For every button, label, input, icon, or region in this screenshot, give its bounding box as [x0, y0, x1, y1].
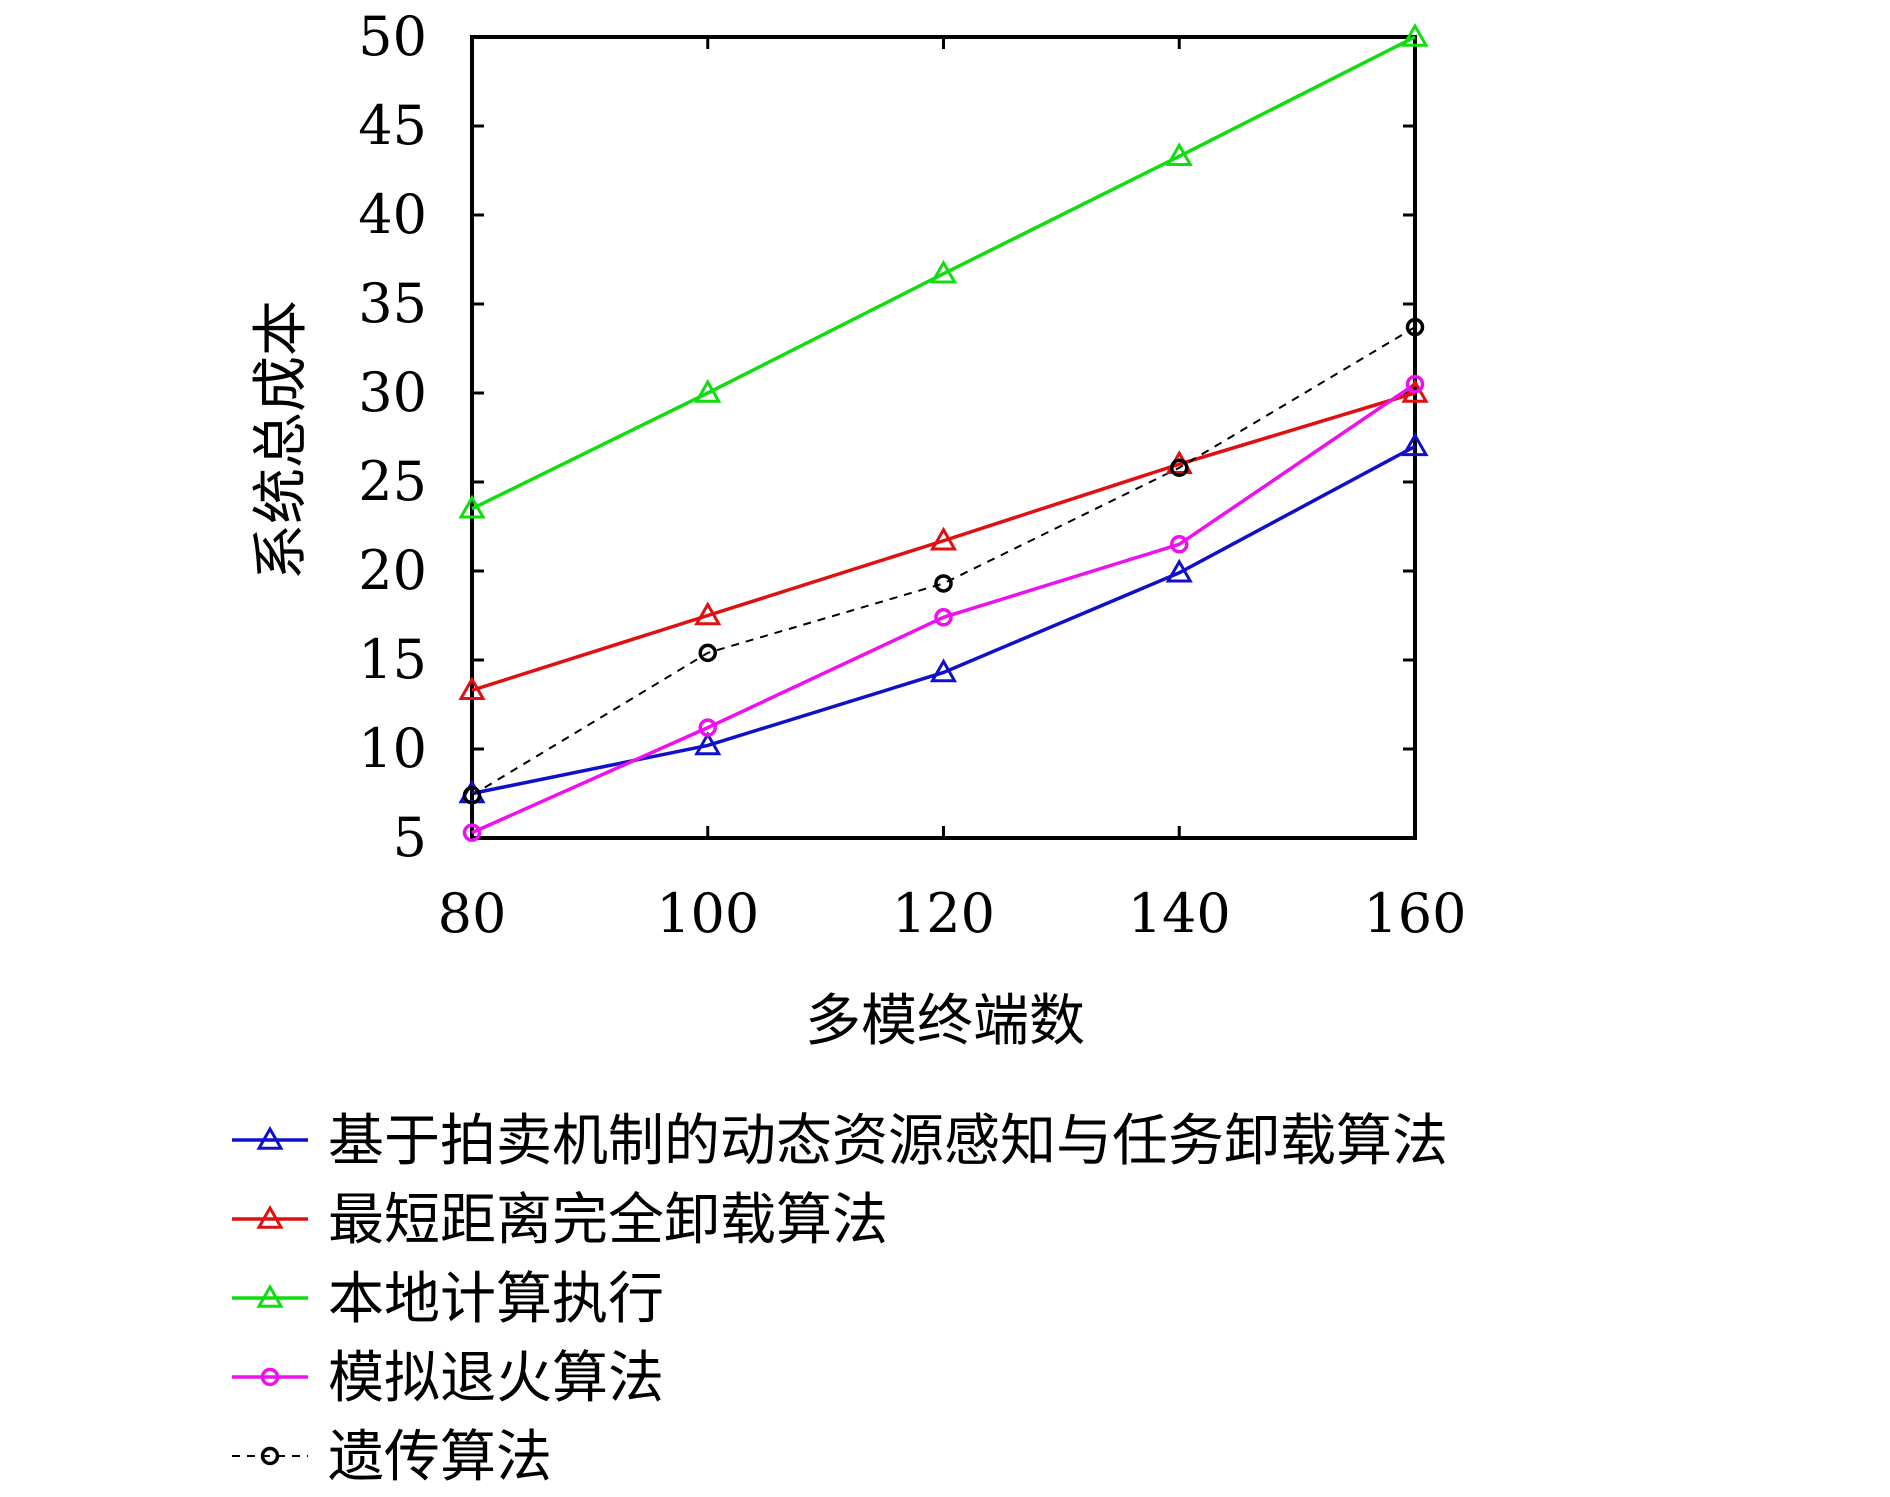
- legend-marker-3: [256, 1283, 284, 1308]
- x-tick-label: 80: [438, 882, 507, 945]
- y-tick-label: 40: [358, 183, 427, 246]
- x-tick-label: 100: [656, 882, 759, 945]
- y-tick-label: 50: [358, 5, 427, 68]
- series-4-point: [698, 718, 717, 737]
- y-tick-label: 20: [358, 539, 427, 602]
- series-5-point: [934, 574, 953, 593]
- series-5-point: [1170, 458, 1189, 478]
- x-tick-label: 140: [1128, 882, 1231, 945]
- series-2-point: [458, 676, 486, 701]
- legend-label-2: 最短距离完全卸载算法: [328, 1188, 888, 1253]
- series-3-point: [929, 259, 958, 284]
- series-1-point: [1401, 432, 1429, 457]
- legend-label-5: 遗传算法: [328, 1425, 552, 1490]
- legend-marker-2: [256, 1204, 284, 1229]
- series-5-point: [462, 786, 482, 805]
- series-5-point: [1405, 317, 1425, 337]
- series-1-point: [929, 658, 958, 683]
- y-tick-label: 10: [358, 717, 427, 780]
- series-3-point: [458, 494, 486, 519]
- legend-marker-5: [260, 1446, 280, 1466]
- series-4-point: [462, 823, 482, 842]
- y-tick-label: 25: [358, 450, 427, 513]
- legend-marker-1: [256, 1125, 284, 1150]
- series-3-point: [694, 378, 722, 403]
- series-2-point: [929, 526, 958, 551]
- series-3-point: [1165, 142, 1193, 167]
- y-tick-label: 5: [393, 806, 427, 869]
- series-2-point: [1401, 378, 1429, 403]
- series-3-point: [1401, 22, 1429, 47]
- y-tick-label: 45: [358, 94, 427, 157]
- series-1-point: [694, 731, 722, 756]
- series-line-2: [471, 391, 1416, 692]
- x-tick-label: 160: [1363, 882, 1466, 945]
- legend: 基于拍卖机制的动态资源感知与任务卸载算法最短距离完全卸载算法本地计算执行模拟退火…: [232, 1109, 1448, 1490]
- series-4-point: [1170, 535, 1189, 554]
- y-axis-title: 系统总成本: [249, 300, 314, 580]
- series-2-point: [694, 601, 722, 626]
- legend-label-1: 基于拍卖机制的动态资源感知与任务卸载算法: [328, 1109, 1448, 1174]
- series-1-point: [1165, 558, 1193, 583]
- series-line-5: [471, 326, 1416, 797]
- legend-label-4: 模拟退火算法: [328, 1346, 664, 1411]
- legend-marker-4: [260, 1367, 280, 1387]
- series-4-point: [934, 608, 953, 627]
- y-tick-label: 15: [358, 628, 427, 691]
- series-line-3: [471, 35, 1416, 511]
- series-line-1: [471, 444, 1416, 796]
- series-line-4: [471, 382, 1416, 835]
- series-4-point: [1405, 374, 1425, 394]
- y-tick-label: 30: [358, 361, 427, 424]
- series-5-point: [698, 643, 717, 663]
- x-axis-title: 多模终端数: [805, 989, 1085, 1054]
- y-tick-label: 35: [358, 272, 427, 335]
- x-tick-label: 120: [892, 882, 995, 945]
- legend-label-3: 本地计算执行: [328, 1267, 664, 1332]
